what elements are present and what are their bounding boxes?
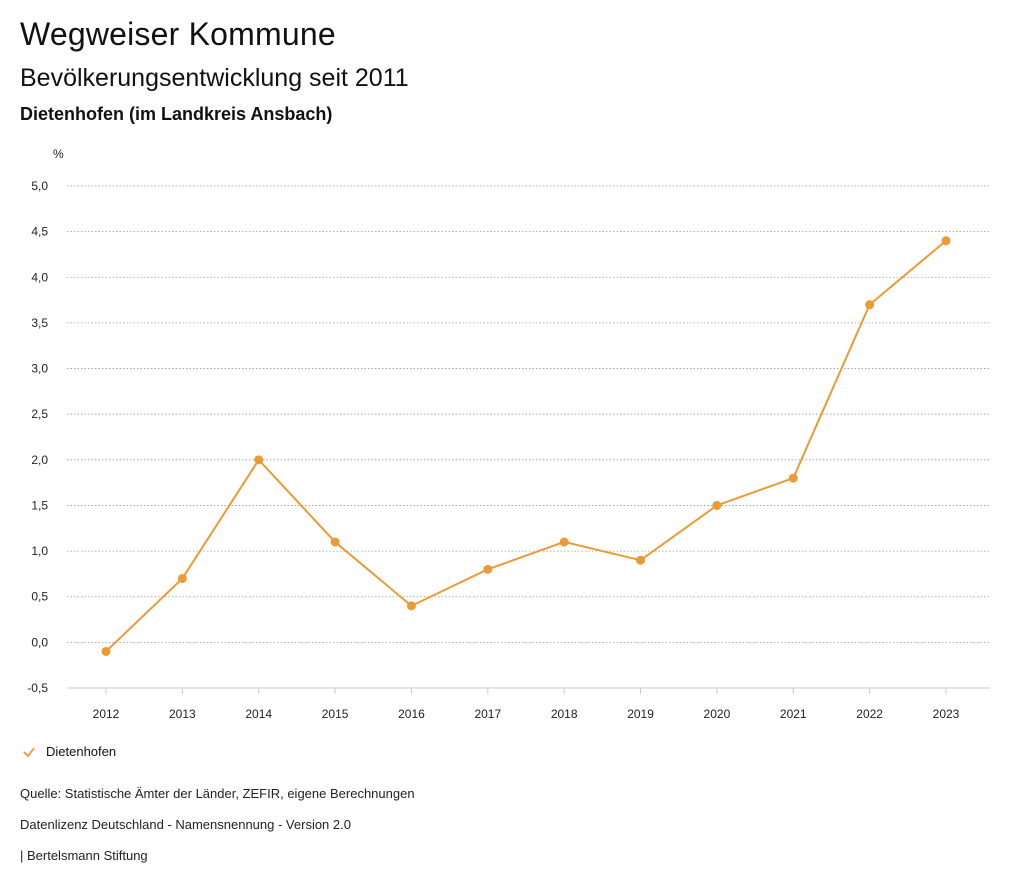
y-tick-label: 2,5: [31, 407, 48, 421]
chart-subtitle: Bevölkerungsentwicklung seit 2011: [20, 64, 409, 92]
y-tick-label: 2,0: [31, 453, 48, 467]
y-tick-label: 5,0: [31, 179, 48, 193]
x-tick-label: 2014: [245, 707, 272, 721]
y-tick-label: 1,5: [31, 498, 48, 512]
region-label: Dietenhofen (im Landkreis Ansbach): [20, 104, 333, 124]
publisher-text: | Bertelsmann Stiftung: [20, 848, 148, 863]
data-point[interactable]: [941, 236, 951, 246]
data-point[interactable]: [177, 573, 187, 583]
y-tick-label: 4,5: [31, 225, 48, 239]
data-point[interactable]: [330, 537, 340, 547]
y-tick-label: 0,0: [31, 635, 48, 649]
y-tick-label: 0,5: [31, 590, 48, 604]
x-tick-label: 2019: [627, 707, 654, 721]
page-title: Wegweiser Kommune: [20, 16, 336, 52]
x-tick-label: 2022: [856, 707, 883, 721]
series-dietenhofen: [101, 236, 951, 656]
series-line: [105, 239, 947, 653]
source-text: Quelle: Statistische Ämter der Länder, Z…: [20, 786, 415, 801]
data-point[interactable]: [254, 455, 264, 465]
x-axis-ticks: 2012 2013 2014 2015 2016 2017 2018 2019 2020 2021…: [67, 687, 990, 721]
license-text: Datenlizenz Deutschland - Namensnennung …: [20, 817, 351, 832]
x-tick-label: 2020: [704, 707, 731, 721]
y-tick-label: 4,0: [31, 270, 48, 284]
checkmark-icon: [23, 746, 35, 757]
x-tick-label: 2017: [474, 707, 501, 721]
y-tick-label: 3,0: [31, 362, 48, 376]
x-tick-label: 2021: [780, 707, 807, 721]
data-point[interactable]: [483, 564, 493, 574]
legend-label: Dietenhofen: [46, 744, 117, 759]
data-point[interactable]: [559, 537, 569, 547]
line-chart: % -0,50,00,51,01,52,02,53,03,54,04,55,0 …: [27, 147, 990, 721]
x-tick-label: 2012: [93, 707, 120, 721]
data-point[interactable]: [865, 300, 875, 310]
data-point[interactable]: [636, 555, 646, 565]
y-axis-label: %: [53, 147, 64, 161]
y-tick-label: -0,5: [27, 681, 48, 695]
x-tick-label: 2016: [398, 707, 425, 721]
data-point[interactable]: [406, 601, 416, 611]
data-point[interactable]: [101, 646, 111, 656]
y-tick-label: 3,5: [31, 316, 48, 330]
x-tick-label: 2018: [551, 707, 578, 721]
legend[interactable]: Dietenhofen: [22, 744, 116, 759]
y-axis-ticks: -0,5 0,0 0,5 1,0 1,5 2,0 2,5 3,0 3,5 4,0 4,5 5,0: [27, 179, 48, 695]
data-point[interactable]: [788, 473, 798, 483]
x-tick-label: 2023: [933, 707, 960, 721]
x-tick-label: 2015: [322, 707, 349, 721]
data-point[interactable]: [712, 500, 722, 510]
y-tick-label: 1,0: [31, 544, 48, 558]
x-tick-label: 2013: [169, 707, 196, 721]
grid-lines: [67, 185, 990, 689]
